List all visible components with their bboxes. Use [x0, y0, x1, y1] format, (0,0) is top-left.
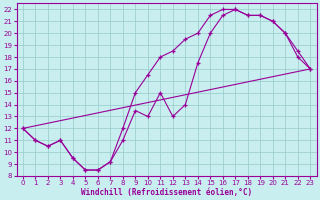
- X-axis label: Windchill (Refroidissement éolien,°C): Windchill (Refroidissement éolien,°C): [81, 188, 252, 197]
